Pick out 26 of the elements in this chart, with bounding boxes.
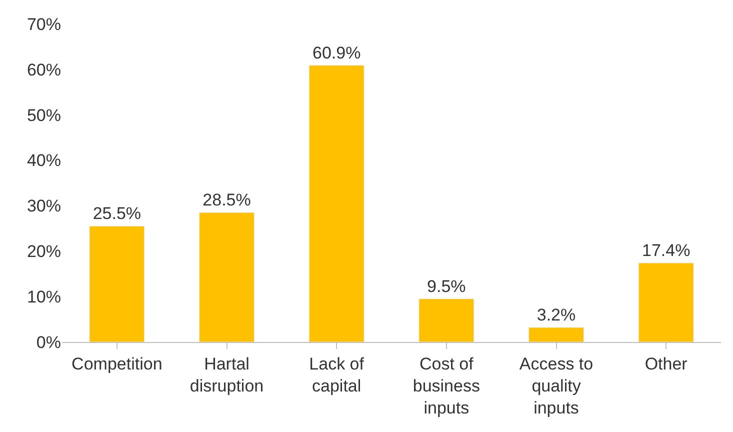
x-tick-label: Lack of capital [309,354,364,396]
data-label: 3.2% [536,305,576,324]
y-tick-label: 30% [26,196,61,216]
data-label: 25.5% [92,204,142,224]
x-tick-label: Other [644,354,688,374]
bar [199,212,254,342]
data-label: 28.5% [202,190,251,210]
bar [638,262,694,342]
bar [308,65,364,342]
data-label: 9.5% [427,276,466,296]
y-tick-label: 50% [26,106,61,125]
x-tick-label: Cost of business inputs [412,354,480,418]
x-tick-label: Access to quality inputs [519,354,594,418]
bar [89,226,145,342]
y-tick-label: 40% [26,151,61,170]
y-tick-label: 60% [26,60,61,80]
x-tick-label: Competition [72,354,162,374]
y-tick-label: 20% [26,242,61,262]
bar [528,327,584,342]
x-tick-label: Hartal disruption [190,354,264,396]
y-tick-label: 0% [36,332,61,352]
y-tick-label: 10% [26,288,61,307]
y-tick-label: 70% [26,14,61,34]
bar [418,298,474,342]
data-label: 17.4% [642,240,690,260]
data-label: 60.9% [312,43,361,62]
